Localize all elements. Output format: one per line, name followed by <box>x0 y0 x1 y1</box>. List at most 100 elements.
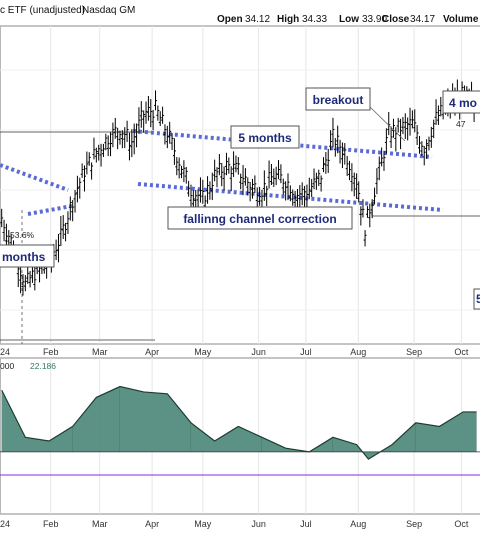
four-months-box <box>442 90 480 114</box>
price-bar <box>420 141 424 156</box>
price-bar <box>336 125 340 154</box>
left-months-label: months <box>2 250 46 264</box>
price-bar <box>85 151 89 175</box>
price-bar <box>21 274 25 296</box>
price-bar <box>307 177 311 200</box>
price-bar <box>260 189 264 209</box>
price-bar <box>94 147 98 163</box>
price-bar <box>80 163 84 178</box>
price-bar <box>380 147 384 167</box>
price-bar <box>97 144 101 161</box>
price-bar <box>413 109 417 133</box>
price-bar <box>210 172 214 201</box>
breakout-box <box>305 87 371 111</box>
price-bar <box>184 166 188 184</box>
price-bar <box>375 168 379 195</box>
price-bar <box>161 106 165 124</box>
trendline-wedge-upper <box>0 163 69 192</box>
price-bar <box>286 173 290 201</box>
price-bar <box>0 208 4 228</box>
price-bar <box>422 146 426 166</box>
price-bar <box>363 230 367 247</box>
price-bar <box>269 163 273 186</box>
price-bar <box>321 157 325 173</box>
price-bar <box>352 172 356 197</box>
price-bar <box>64 222 68 242</box>
price-bar <box>149 99 153 128</box>
x-axis-price: 24 Feb Mar Apr May Jun Jul Aug Sep Oct <box>0 347 469 357</box>
price-bar <box>28 270 32 288</box>
indicator-line <box>1 385 477 460</box>
price-bar <box>319 175 323 192</box>
price-bar <box>303 185 307 209</box>
price-bar <box>326 148 330 173</box>
price-bar <box>180 165 184 179</box>
price-bar <box>236 157 240 175</box>
price-bar <box>99 143 103 167</box>
price-bar <box>317 169 321 186</box>
x-tick-label: Jun <box>251 519 266 529</box>
price-bar <box>436 105 440 125</box>
price-bar <box>144 101 148 124</box>
x-tick-label: Aug <box>350 519 366 529</box>
price-bar <box>340 142 344 169</box>
price-bar <box>104 133 108 151</box>
price-bar <box>396 117 400 133</box>
four-months-label: 4 mo <box>449 96 477 110</box>
price-bar <box>279 164 283 184</box>
price-bar <box>68 196 72 221</box>
price-bar <box>417 135 421 154</box>
price-bar <box>410 110 414 129</box>
price-bar <box>425 139 429 159</box>
price-bar <box>312 168 316 190</box>
x-tick-label: Jul <box>300 347 312 357</box>
price-bar <box>370 199 374 219</box>
percent-label: 53.6% <box>10 230 35 240</box>
x-tick-label: Jun <box>251 347 266 357</box>
price-bar <box>151 109 155 131</box>
x-tick-label: Oct <box>454 519 469 529</box>
price-bar <box>251 178 255 199</box>
x-tick-label: Sep <box>406 347 422 357</box>
price-bar <box>382 150 386 171</box>
price-bar <box>365 206 369 218</box>
price-bar <box>220 163 224 187</box>
breakout-leader <box>368 105 406 142</box>
price-bar <box>348 160 352 181</box>
price-bar <box>73 189 77 213</box>
price-bar <box>175 157 179 176</box>
price-bar <box>71 199 75 222</box>
price-bar <box>54 239 58 261</box>
price-bar <box>324 152 328 174</box>
close-label: Close <box>382 14 410 25</box>
price-bar <box>355 173 359 199</box>
price-bar <box>262 170 266 201</box>
price-bar <box>403 113 407 140</box>
price-bar <box>234 155 238 173</box>
indicator-left-label: 000 <box>0 361 14 371</box>
volume-label: Volume <box>443 14 479 25</box>
trendline-wedge-lower <box>27 204 73 216</box>
price-bar <box>61 215 65 239</box>
price-bar <box>258 186 262 206</box>
price-bar <box>206 176 210 204</box>
price-bar <box>343 143 347 165</box>
price-bar <box>345 155 349 176</box>
chart-title: c ETF (unadjusted) <box>0 5 85 16</box>
price-bar <box>201 179 205 204</box>
price-bar <box>389 126 393 149</box>
left-months-box <box>0 244 55 268</box>
price-bar <box>329 130 333 151</box>
five-months-label: 5 months <box>238 131 292 145</box>
five-months-box <box>230 125 300 149</box>
x-tick-label: Feb <box>43 519 59 529</box>
price-bar <box>391 118 395 138</box>
x-tick-label: Apr <box>145 519 159 529</box>
price-bar <box>90 162 94 180</box>
price-bar <box>165 125 169 149</box>
falling-channel-box <box>167 206 353 230</box>
price-bar <box>113 117 117 139</box>
price-bar <box>198 177 202 203</box>
x-tick-label: Oct <box>454 347 469 357</box>
